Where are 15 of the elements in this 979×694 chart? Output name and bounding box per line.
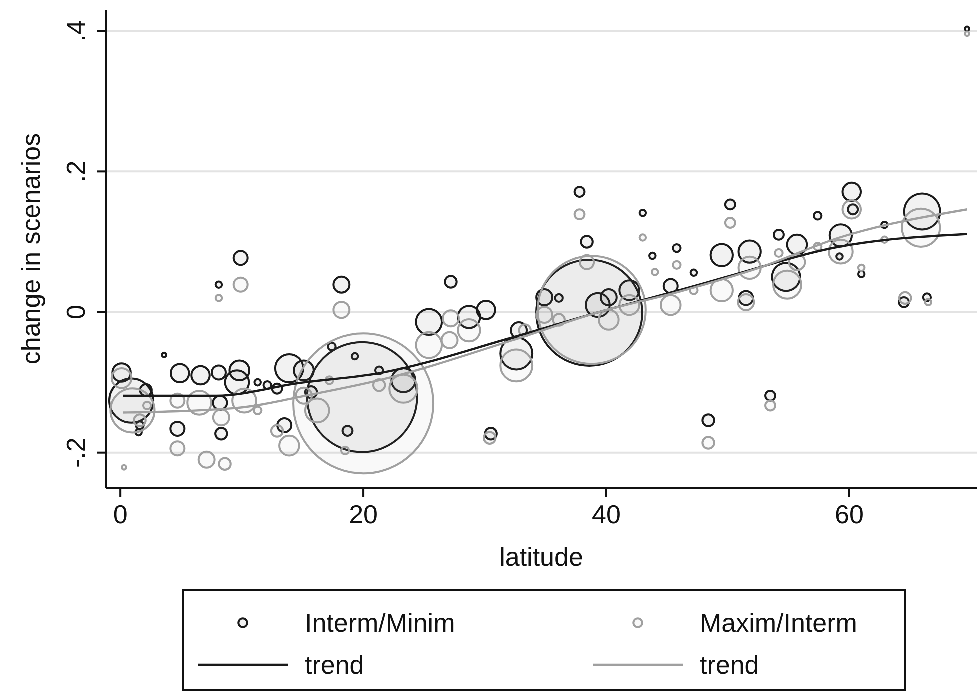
legend-label: trend: [305, 650, 364, 680]
legend-label: trend: [700, 650, 760, 680]
y-tick-label: .2: [61, 160, 92, 183]
legend-label: Maxim/Interm: [700, 608, 858, 638]
x-tick-label: 0: [113, 499, 128, 530]
x-tick-label: 20: [349, 499, 378, 530]
legend-label: Interm/Minim: [305, 608, 456, 638]
x-tick-label: 60: [834, 499, 864, 530]
x-axis-title: latitude: [500, 542, 584, 572]
y-axis-title: change in scenarios: [16, 133, 46, 365]
y-tick-label: -.2: [61, 438, 92, 468]
y-tick-label: .4: [61, 20, 92, 42]
line-series: [122, 208, 968, 414]
y-tick-label: 0: [61, 305, 92, 320]
x-tick-label: 40: [592, 499, 621, 530]
